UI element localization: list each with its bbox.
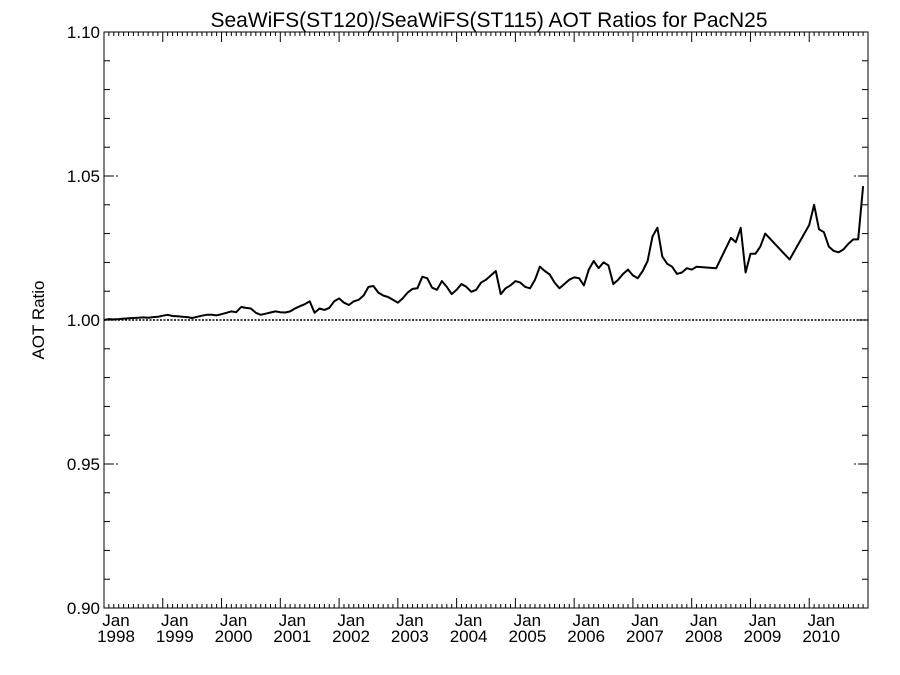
y-axis-label: AOT Ratio [29, 280, 48, 359]
x-tick-label-year: 2005 [508, 627, 546, 646]
x-tick-label-month: Jan [102, 611, 129, 630]
x-tick-label-year: 2010 [802, 627, 840, 646]
series-layer [103, 186, 865, 321]
x-tick-label-year: 1998 [97, 627, 135, 646]
y-tick-label: 0.90 [67, 599, 100, 618]
x-tick-label-year: 2003 [391, 627, 429, 646]
x-tick-label-year: 2007 [626, 627, 664, 646]
x-tick-label-year: 2002 [332, 627, 370, 646]
x-tick-label-month: Jan [396, 611, 423, 630]
x-tick-label-year: 2004 [450, 627, 488, 646]
x-tick-label-month: Jan [279, 611, 306, 630]
x-tick-label-month: Jan [808, 611, 835, 630]
y-tick-label: 0.95 [67, 455, 100, 474]
x-tick-labels: Jan1998Jan1999Jan2000Jan2001Jan2002Jan20… [97, 611, 840, 646]
chart-title: SeaWiFS(ST120)/SeaWiFS(ST115) AOT Ratios… [210, 9, 767, 32]
x-tick-label-year: 2001 [273, 627, 311, 646]
grid-layer [104, 175, 868, 465]
x-tick-label-month: Jan [161, 611, 188, 630]
x-tick-label-month: Jan [749, 611, 776, 630]
y-tick-label: 1.10 [67, 23, 100, 42]
y-tick-label: 1.00 [67, 311, 100, 330]
x-tick-label-month: Jan [337, 611, 364, 630]
x-tick-label-year: 2006 [567, 627, 605, 646]
x-tick-label-year: 2000 [215, 627, 253, 646]
y-tick-label: 1.05 [67, 167, 100, 186]
x-tick-label-month: Jan [690, 611, 717, 630]
x-tick-label-month: Jan [455, 611, 482, 630]
aot-ratio-series-line [103, 186, 865, 321]
x-tick-label-month: Jan [220, 611, 247, 630]
x-tick-label-month: Jan [572, 611, 599, 630]
x-tick-label-month: Jan [631, 611, 658, 630]
x-tick-label-year: 2009 [744, 627, 782, 646]
y-tick-labels: 0.90 0.95 1.00 1.05 1.10 [67, 23, 100, 618]
x-tick-label-year: 2008 [685, 627, 723, 646]
x-tick-label-year: 1999 [156, 627, 194, 646]
x-tick-label-month: Jan [514, 611, 541, 630]
